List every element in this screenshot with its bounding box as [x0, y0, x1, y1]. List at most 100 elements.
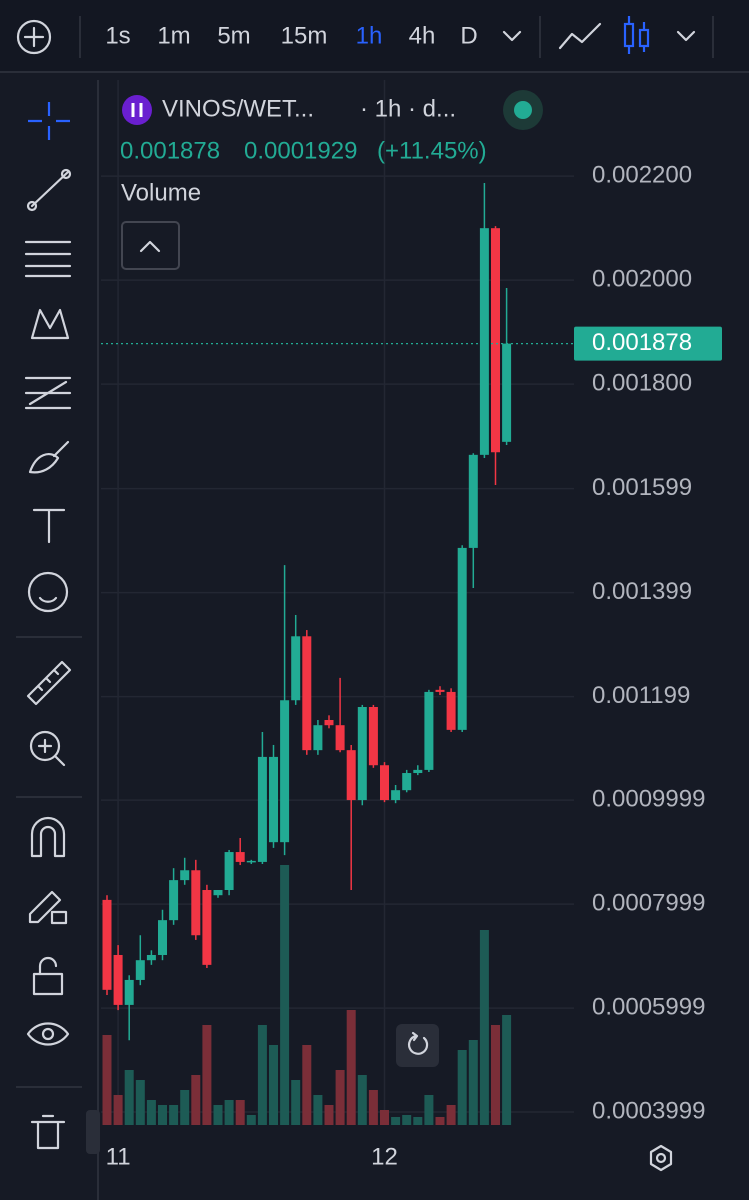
unlock-shackle	[38, 956, 58, 976]
interval-button[interactable]: 1m	[157, 22, 190, 49]
candle-body	[257, 756, 267, 862]
settings-button[interactable]	[649, 1144, 673, 1172]
logo-mark	[131, 103, 143, 117]
volume-bar	[269, 1045, 278, 1125]
volume-bar	[158, 1105, 167, 1125]
candle-body	[380, 765, 389, 801]
candle-body	[180, 870, 190, 881]
prediction-tool[interactable]	[24, 376, 72, 410]
visibility-tool[interactable]	[26, 1022, 70, 1046]
line-chart-button[interactable]	[558, 22, 602, 50]
y-tick-label: 0.001399	[592, 578, 692, 605]
last-price-label: 0.001878	[592, 329, 692, 356]
y-tick-label: 0.0003999	[592, 1097, 705, 1124]
candle-body	[391, 790, 401, 801]
market-status	[514, 101, 532, 119]
volume-bar	[257, 1025, 267, 1125]
chart-type-dropdown[interactable]	[676, 30, 696, 42]
tool-dot	[60, 168, 72, 180]
last-price: 0.001878	[120, 137, 220, 164]
volume-bar	[324, 1105, 334, 1125]
candle-body	[457, 547, 467, 730]
interval-button[interactable]: 5m	[217, 22, 250, 49]
volume-bar	[491, 1025, 500, 1125]
volume-bar	[346, 1010, 356, 1125]
settings-dot	[655, 1152, 667, 1164]
candle-body	[291, 636, 301, 701]
add-button[interactable]	[16, 19, 52, 55]
candle-body	[502, 343, 512, 442]
top-toolbar-items: 1s 1m 5m 15m 1h 4h D	[16, 16, 714, 58]
symbol[interactable]: VINOS/WET...	[162, 95, 314, 122]
candle-body	[435, 689, 445, 692]
volume-bar	[435, 1117, 445, 1125]
volume-bar	[413, 1117, 423, 1125]
volume-bar	[479, 930, 489, 1125]
candle-body	[413, 769, 423, 774]
candle-body	[402, 773, 412, 791]
volume-bar	[402, 1115, 412, 1125]
volume-bar	[446, 1105, 456, 1125]
candle-body	[135, 960, 145, 980]
brush-tool[interactable]	[28, 440, 70, 474]
candle-body	[324, 719, 334, 726]
interval-dropdown[interactable]	[502, 30, 522, 42]
magnet-tool[interactable]	[30, 816, 66, 858]
candle-body	[224, 852, 234, 891]
volume-bar	[357, 1075, 367, 1125]
volume-bar	[235, 1100, 245, 1125]
interval-button[interactable]: 4h	[409, 22, 436, 49]
candle-body	[213, 890, 223, 896]
fib-tool[interactable]	[24, 240, 72, 278]
candle-body	[346, 750, 356, 801]
emoji-tool[interactable]	[27, 571, 69, 613]
reset-button[interactable]	[396, 1024, 439, 1067]
y-tick-label: 0.0009999	[592, 785, 705, 812]
candle-body	[169, 880, 179, 921]
ruler-tool[interactable]	[26, 660, 72, 706]
interval-button[interactable]: 15m	[281, 22, 328, 49]
text-tool[interactable]	[32, 508, 66, 544]
interval-button[interactable]: D	[460, 22, 477, 49]
delete-tool[interactable]	[30, 1114, 66, 1150]
y-tick-label: 0.001599	[592, 474, 692, 501]
unlock-tool[interactable]	[32, 972, 64, 996]
volume-bar	[502, 1015, 512, 1125]
candle-body	[191, 870, 201, 936]
candle-body	[158, 920, 167, 955]
volume-bar	[302, 1045, 312, 1125]
interval-button[interactable]: 1h	[356, 22, 383, 49]
left-toolbar	[16, 102, 100, 1154]
zoom-tool[interactable]	[29, 730, 61, 762]
volume-bar	[124, 1070, 134, 1125]
volume-bar	[368, 1090, 378, 1125]
candle-wicks	[627, 16, 646, 54]
volume-bar	[102, 1035, 112, 1125]
volume-bar	[335, 1070, 345, 1125]
pattern-tool[interactable]	[30, 308, 70, 340]
interval-button[interactable]: 1s	[105, 22, 130, 49]
candle-body	[269, 756, 278, 843]
x-tick-label: 11	[106, 1143, 131, 1170]
volume-bar	[457, 1050, 467, 1125]
volume-bar	[313, 1095, 323, 1125]
collapse-handle[interactable]	[86, 1110, 100, 1154]
candle-body	[446, 691, 456, 730]
volume-bar	[146, 1100, 156, 1125]
eye-pupil	[41, 1027, 55, 1041]
chevron-up	[139, 240, 161, 253]
crosshair-tool[interactable]	[28, 102, 70, 140]
collapse-indicators[interactable]	[121, 221, 180, 270]
trend-line-tool[interactable]	[30, 170, 70, 208]
volume-bar	[468, 1040, 478, 1125]
volume-bar	[135, 1080, 145, 1125]
lock-drawing-tool[interactable]	[28, 890, 62, 924]
y-tick-label: 0.002200	[592, 162, 692, 189]
volume-bar	[380, 1110, 389, 1125]
candle-chart-button[interactable]	[623, 16, 650, 54]
y-tick-label: 0.001199	[592, 682, 690, 709]
candle-body	[246, 860, 256, 863]
emoji-smile	[38, 596, 58, 603]
reset-icon	[407, 1031, 429, 1055]
